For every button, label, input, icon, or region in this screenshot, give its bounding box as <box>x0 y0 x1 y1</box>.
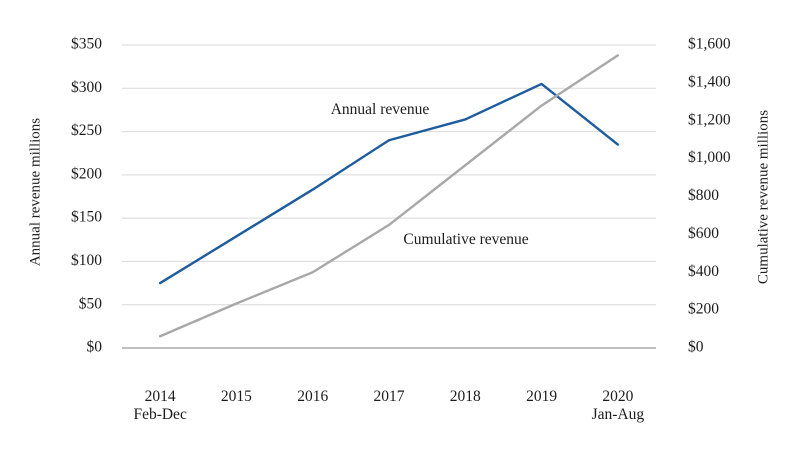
right-axis-tick-label: $600 <box>688 225 719 242</box>
left-axis-tick-label: $50 <box>79 295 103 312</box>
left-axis-tick-label: $0 <box>87 339 103 356</box>
left-axis-tick-label: $200 <box>71 165 102 182</box>
annual-revenue-line <box>158 82 620 285</box>
left-axis-tick-label: $100 <box>71 252 102 269</box>
x-category-label: 2018 <box>450 388 481 405</box>
right-axis-tick-label: $1,600 <box>688 36 731 53</box>
x-category-label: 2014 <box>145 388 176 405</box>
x-category-label: 2015 <box>221 388 252 405</box>
right-axis-tick-label: $200 <box>688 301 719 318</box>
cumulative-revenue-line <box>158 54 620 338</box>
x-category-sublabel: Feb-Dec <box>133 406 186 423</box>
left-axis-tick-label: $150 <box>71 209 102 226</box>
right-axis-tick-label: $400 <box>688 263 719 280</box>
left-axis-tick-label: $300 <box>71 79 102 96</box>
x-category-sublabel: Jan-Aug <box>592 406 645 423</box>
x-category-label: 2016 <box>297 388 328 405</box>
x-category-label: 2019 <box>526 388 557 405</box>
right-axis-tick-label: $1,400 <box>688 73 731 90</box>
left-axis-tick-label: $350 <box>71 36 102 53</box>
right-axis-tick-label: $1,200 <box>688 111 731 128</box>
x-category-label: 2017 <box>374 388 405 405</box>
x-category-label: 2020 <box>602 388 633 405</box>
right-axis-tick-label: $0 <box>688 339 704 356</box>
left-axis-tick-label: $250 <box>71 122 102 139</box>
right-axis-tick-label: $1,000 <box>688 149 731 166</box>
right-axis-tick-label: $800 <box>688 187 719 204</box>
